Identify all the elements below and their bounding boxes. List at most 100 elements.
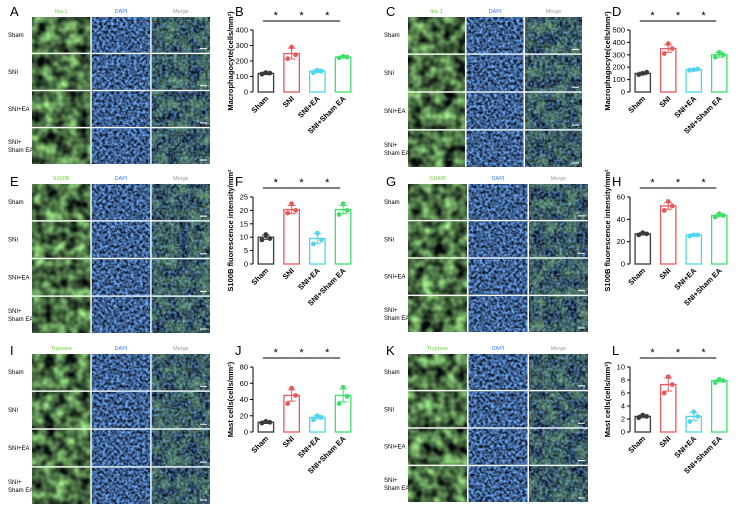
channel-label-dapi: DAPI bbox=[492, 176, 505, 182]
row-sni-sham-ea-merge-image bbox=[529, 466, 588, 502]
significance-star: * bbox=[299, 10, 304, 22]
row-sham-label: Sham bbox=[384, 200, 400, 206]
channel-label-s100b: S100B bbox=[53, 176, 70, 182]
data-point bbox=[640, 412, 646, 418]
y-tick-label: 300 bbox=[612, 50, 625, 59]
y-tick-label: 4 bbox=[621, 402, 625, 411]
x-tick-label: Sham bbox=[249, 434, 270, 455]
x-tick-label: Sham bbox=[249, 266, 270, 287]
y-tick-label: 20 bbox=[617, 237, 625, 246]
data-point bbox=[720, 378, 726, 384]
row-sni-sham-ea-label: SNI+ Sham EA bbox=[8, 309, 33, 323]
row-sni-ea-dapi-image bbox=[91, 259, 151, 296]
row-sni-dapi-image bbox=[466, 54, 524, 92]
row-sni-merge-image bbox=[151, 391, 210, 429]
x-tick-label: SNI bbox=[281, 434, 296, 449]
micrograph-panel-i: I Tryptase DAPI Merge Sham SNI SNI+EA SNI+ Sham … bbox=[8, 343, 210, 504]
channel-label-merge: Merge bbox=[173, 346, 189, 352]
channel-label-iba-1: Iba-1 bbox=[55, 9, 68, 15]
y-tick-label: 0 bbox=[244, 88, 248, 97]
bar-3 bbox=[710, 54, 728, 93]
data-point bbox=[644, 69, 650, 75]
micrograph-panel-k: K Tryptase DAPI Merge Sham SNI SNI+EA SNI+ Sham … bbox=[384, 343, 588, 502]
data-point bbox=[712, 380, 718, 385]
data-point bbox=[344, 54, 350, 60]
x-tick-label: Sham bbox=[626, 266, 647, 287]
y-tick-label: 10 bbox=[617, 363, 625, 372]
row-sni-sham-ea-label: SNI+ Sham EA bbox=[8, 140, 33, 154]
data-point bbox=[691, 409, 697, 415]
data-point bbox=[336, 55, 342, 61]
row-sni-sham-ea-green-image bbox=[32, 467, 91, 504]
row-sham-dapi-image bbox=[468, 184, 528, 220]
y-tick-label: 0 bbox=[244, 260, 248, 269]
row-sni-dapi-image bbox=[91, 221, 151, 258]
micrograph-panel-c: C Iba-1 DAPI Merge Sham SNI SNI+EA SNI+ Sham EA bbox=[384, 4, 582, 167]
row-sni-merge-image bbox=[529, 221, 588, 258]
data-point bbox=[340, 384, 346, 390]
row-sham-merge-image bbox=[529, 184, 588, 220]
significance-star: * bbox=[274, 347, 279, 359]
data-point bbox=[695, 66, 701, 72]
row-sni-ea-green-image bbox=[408, 258, 467, 295]
data-point bbox=[661, 208, 667, 213]
row-sni-ea-label: SNI+EA bbox=[8, 107, 30, 113]
channel-label-s100b: S100B bbox=[429, 176, 446, 182]
y-tick-label: 200 bbox=[235, 57, 248, 66]
y-tick-label: 100 bbox=[235, 72, 248, 81]
row-sni-merge-image bbox=[151, 221, 210, 258]
row-sham-green-image bbox=[408, 17, 465, 54]
y-tick-label: 400 bbox=[612, 38, 625, 47]
data-point bbox=[259, 71, 265, 77]
x-tick-label: Sham bbox=[626, 434, 647, 455]
channel-label-dapi: DAPI bbox=[492, 346, 505, 352]
y-tick-label: 5 bbox=[244, 246, 248, 255]
bar-0 bbox=[257, 72, 275, 93]
row-sni-sham-ea-merge-image bbox=[151, 296, 210, 333]
data-point bbox=[259, 420, 265, 426]
row-sham-dapi-image bbox=[468, 354, 528, 390]
row-sham-green-image bbox=[408, 354, 467, 390]
panel-letter: K bbox=[386, 343, 395, 358]
data-point bbox=[267, 419, 273, 425]
data-point bbox=[669, 203, 675, 209]
row-sni-ea-green-image bbox=[32, 259, 91, 296]
row-sni-ea-green-image bbox=[408, 428, 467, 465]
panel-letter: C bbox=[386, 4, 395, 19]
row-sni-green-image bbox=[408, 391, 467, 428]
y-tick-label: 200 bbox=[612, 63, 625, 72]
bar-2 bbox=[685, 234, 703, 265]
data-point bbox=[640, 71, 646, 76]
row-sni-label: SNI bbox=[384, 71, 394, 77]
row-sni-ea-label: SNI+EA bbox=[384, 445, 406, 451]
data-point bbox=[636, 415, 642, 421]
row-sni-ea-green-image bbox=[32, 429, 91, 467]
data-point bbox=[695, 414, 701, 419]
data-point bbox=[665, 374, 671, 380]
row-sni-label: SNI bbox=[8, 238, 18, 244]
row-sni-sham-ea-dapi-image bbox=[468, 466, 528, 502]
x-tick-label: SNI bbox=[281, 266, 296, 281]
data-point bbox=[285, 210, 291, 216]
row-sni-sham-ea-dapi-image bbox=[466, 130, 524, 167]
significance-star: * bbox=[676, 347, 681, 359]
row-sni-ea-merge-image bbox=[525, 92, 582, 130]
y-tick-label: 2 bbox=[621, 415, 625, 424]
data-point bbox=[644, 231, 650, 237]
row-sni-sham-ea-green-image bbox=[408, 296, 467, 332]
bar-1 bbox=[283, 208, 300, 265]
data-point bbox=[289, 44, 295, 50]
row-sham-label: Sham bbox=[8, 370, 24, 376]
row-sni-dapi-image bbox=[468, 391, 528, 428]
significance-star: * bbox=[676, 177, 681, 189]
bar-1 bbox=[659, 205, 677, 265]
x-tick-label: SNI bbox=[657, 434, 672, 449]
data-point bbox=[691, 232, 697, 238]
data-point bbox=[687, 233, 693, 239]
row-sni-label: SNI bbox=[384, 407, 394, 413]
data-point bbox=[344, 393, 350, 399]
y-tick-label: 0 bbox=[621, 428, 625, 437]
x-tick-label: SNI bbox=[281, 94, 296, 109]
row-sni-sham-ea-dapi-image bbox=[468, 296, 528, 332]
